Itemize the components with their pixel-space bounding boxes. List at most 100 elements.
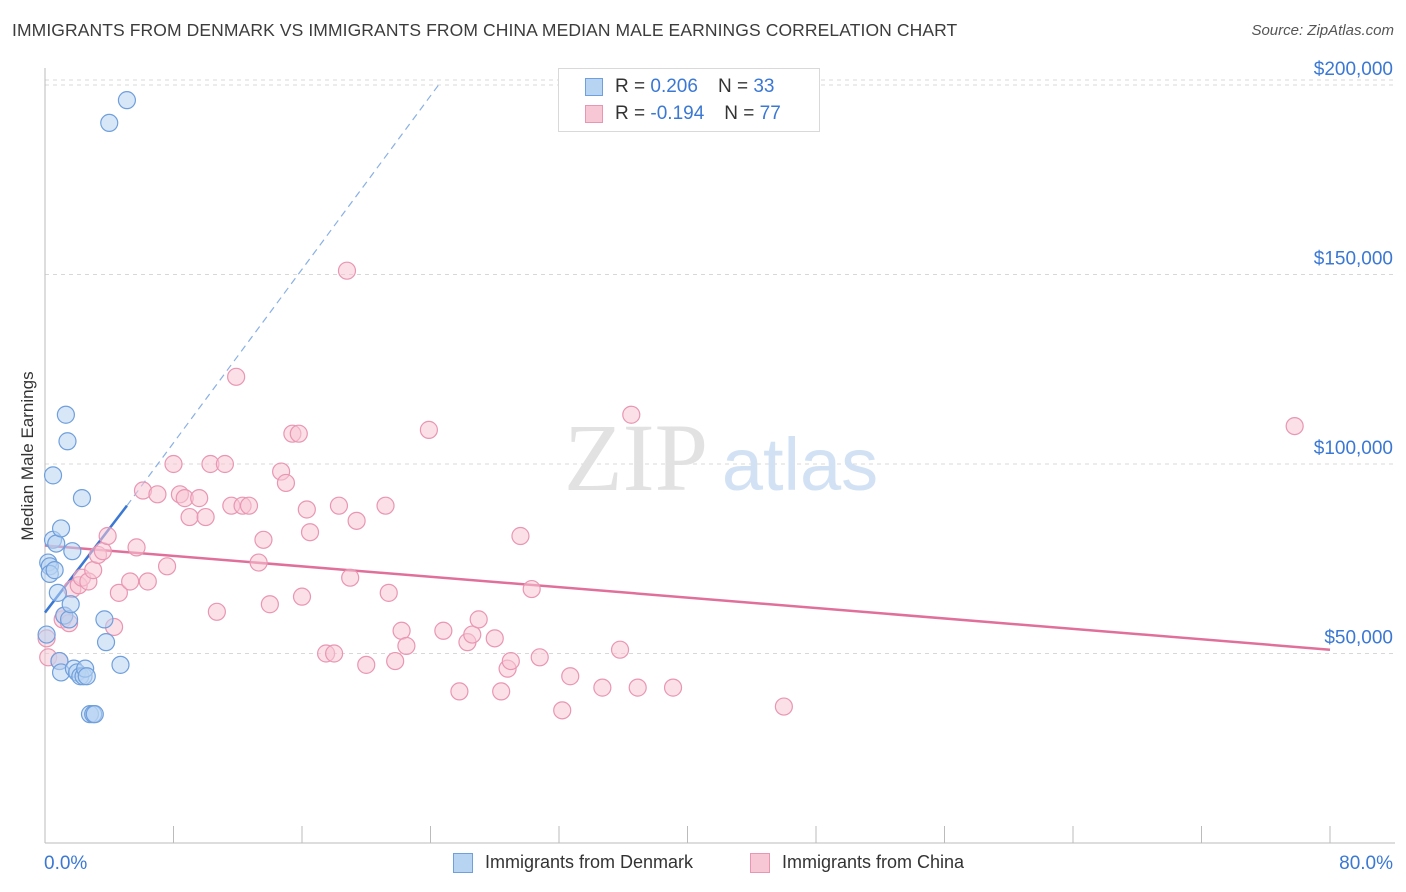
china-point <box>610 640 630 659</box>
denmark-legend-swatch <box>453 852 473 873</box>
china-point <box>292 587 312 606</box>
denmark-point <box>59 610 79 629</box>
denmark-point <box>95 610 114 629</box>
source-label: Source: ZipAtlas.com <box>1251 22 1394 39</box>
denmark-point <box>63 542 82 561</box>
watermark-atlas: atlas <box>722 423 878 506</box>
denmark-point <box>111 655 130 674</box>
china-point <box>1285 417 1304 436</box>
china-point <box>511 526 530 546</box>
china-trend-line <box>44 544 1331 651</box>
china-point <box>357 655 376 674</box>
china-point <box>774 697 793 716</box>
denmark-point <box>45 561 64 580</box>
china-point <box>260 595 279 614</box>
y-tick-label: $150,000 <box>1314 249 1393 270</box>
china-point <box>148 485 167 504</box>
china-point <box>450 682 469 701</box>
grid-lines <box>45 79 1395 654</box>
china-point <box>239 496 259 515</box>
series-legend: Immigrants from Denmark Immigrants from … <box>0 852 1406 878</box>
china-point <box>485 629 504 648</box>
china-point <box>93 542 112 561</box>
china-point <box>530 648 549 667</box>
china-point <box>341 568 360 587</box>
denmark-point <box>51 519 71 538</box>
legend-item-label: Immigrants from Denmark <box>485 852 694 872</box>
china-point <box>593 678 612 697</box>
correlation-legend: R = 0.206 N = 33 R = -0.194 N = 77 <box>558 68 820 132</box>
r-value: -0.194 <box>650 103 705 124</box>
china-point <box>379 583 398 602</box>
denmark-point <box>61 595 80 614</box>
china-point <box>434 621 453 640</box>
denmark-trend-extension <box>126 84 440 507</box>
china-point <box>329 496 349 515</box>
china-point <box>254 530 273 549</box>
china-point <box>628 678 647 697</box>
china-point <box>121 572 140 591</box>
china-point <box>325 644 344 663</box>
n-label: N = <box>717 76 749 97</box>
china-legend-swatch <box>750 852 770 873</box>
china-point <box>469 610 488 629</box>
china-point <box>276 473 296 493</box>
china-point <box>138 572 157 591</box>
china-point <box>392 621 411 640</box>
denmark-point <box>43 466 63 485</box>
china-point <box>463 625 482 644</box>
x-tick-label: 80.0% <box>1339 853 1393 874</box>
denmark-point <box>96 633 116 652</box>
china-point <box>249 553 268 572</box>
china-point <box>157 557 177 576</box>
data-points <box>37 91 1304 724</box>
china-point <box>397 636 416 656</box>
legend-item-china[interactable]: Immigrants from China <box>750 852 964 873</box>
china-point <box>376 496 395 515</box>
denmark-point <box>37 625 56 644</box>
china-point <box>180 507 199 527</box>
denmark-point <box>72 489 92 508</box>
china-point <box>215 454 234 474</box>
chart-title: IMMIGRANTS FROM DENMARK VS IMMIGRANTS FR… <box>12 20 958 40</box>
china-point <box>164 454 183 474</box>
china-point <box>207 602 226 621</box>
r-label: R = <box>615 76 646 97</box>
denmark-point <box>100 113 119 133</box>
china-point <box>501 651 520 671</box>
y-axis-label: Median Male Earnings <box>18 371 37 541</box>
denmark-point <box>77 667 96 686</box>
china-point <box>386 651 405 671</box>
watermark: ZIP atlas <box>564 404 878 511</box>
china-point <box>337 261 357 280</box>
n-label: N = <box>724 103 755 124</box>
china-point <box>492 682 511 701</box>
china-point <box>297 500 316 519</box>
china-point <box>196 507 215 527</box>
y-tick-label: $200,000 <box>1314 59 1393 80</box>
x-tick-label: 0.0% <box>44 853 87 874</box>
china-point <box>561 667 580 686</box>
china-point <box>522 579 541 599</box>
china-point <box>227 367 246 386</box>
y-tick-label: $100,000 <box>1314 438 1393 459</box>
trend-lines <box>44 84 1331 651</box>
axes <box>44 68 1395 844</box>
china-point <box>622 405 641 424</box>
legend-row-denmark: R = 0.206 N = 33 <box>585 75 774 99</box>
denmark-swatch <box>585 78 603 96</box>
china-point <box>98 526 117 546</box>
china-point <box>300 523 320 542</box>
n-value: 33 <box>753 76 775 97</box>
tick-labels: $50,000 $100,000 $150,000 $200,000 0.0% 80.0% <box>44 59 1393 874</box>
legend-item-denmark[interactable]: Immigrants from Denmark <box>453 852 693 873</box>
china-point <box>663 678 683 697</box>
denmark-point <box>117 91 137 110</box>
denmark-point <box>48 583 67 602</box>
china-point <box>553 701 572 720</box>
china-point <box>190 489 209 508</box>
china-point <box>419 420 438 439</box>
legend-item-label: Immigrants from China <box>782 852 965 872</box>
china-swatch <box>585 105 603 123</box>
